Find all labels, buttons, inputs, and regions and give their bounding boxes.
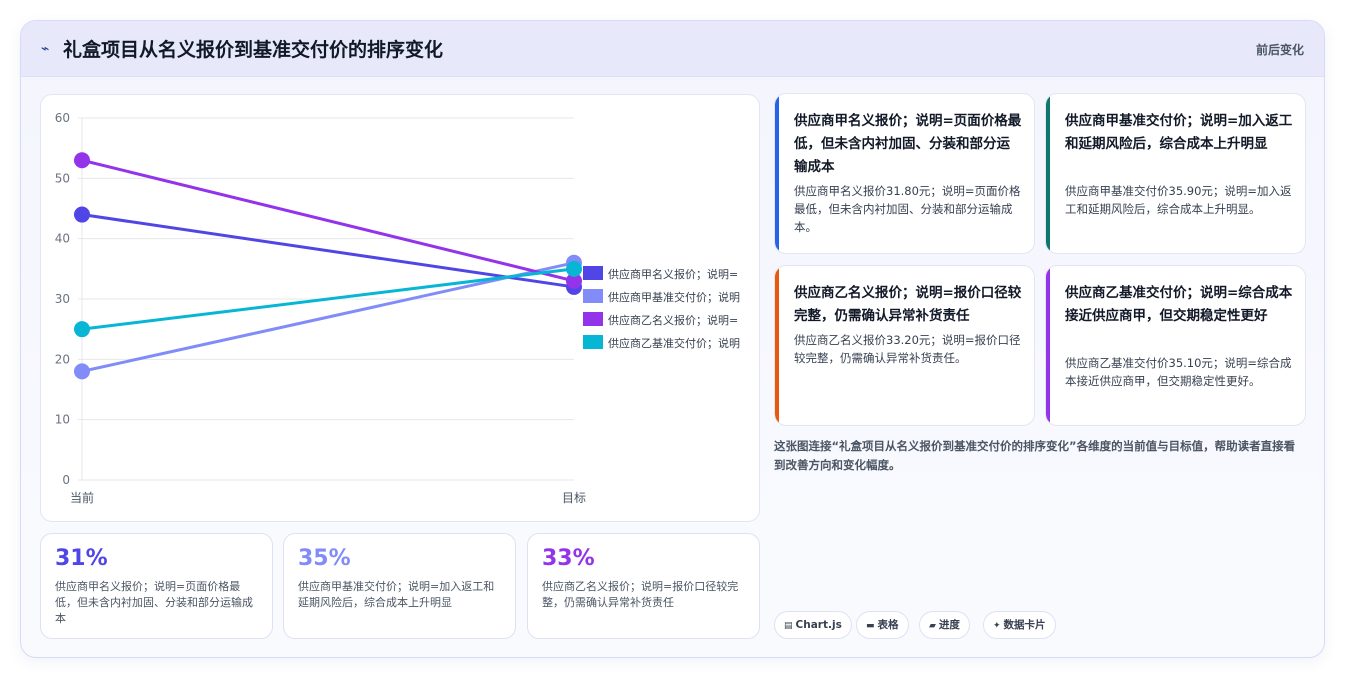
y-tick-label: 30 (55, 292, 70, 306)
sparkle-icon: ✦ (993, 621, 1001, 631)
note-title: 供应商甲基准交付价；说明=加入返工和延期风险后，综合成本上升明显 (1065, 113, 1293, 152)
series-line (81, 213, 575, 289)
note-body: 供应商甲基准交付价35.90元；说明=加入返工和延期风险后，综合成本上升明显。 (1065, 184, 1292, 216)
legend-label: 供应商甲基准交付价；说明 (608, 290, 740, 304)
chart-line-icon: ⌁ (41, 41, 50, 57)
series-line (81, 158, 575, 283)
stat-value: 35% (298, 546, 351, 571)
legend-swatch (583, 312, 603, 326)
legend-swatch (583, 335, 603, 349)
chip-label: Chart.js (795, 619, 842, 631)
header: ⌁ 礼盒项目从名义报价到基准交付价的排序变化 前后变化 (21, 21, 1324, 77)
progress-icon: ▰ (929, 621, 936, 631)
note-title: 供应商乙名义报价；说明=报价口径较完整，仍需确认异常补货责任 (794, 285, 1022, 324)
x-tick-label: 当前 (70, 490, 94, 505)
chart-icon: ▤ (784, 621, 793, 631)
chip-label: 数据卡片 (1003, 619, 1046, 631)
legend-label: 供应商乙基准交付价；说明 (608, 336, 740, 350)
note-card: 供应商甲基准交付价；说明=加入返工和延期风险后，综合成本上升明显 供应商甲基准交… (1045, 93, 1306, 254)
note-accent-bar (775, 94, 779, 253)
note-accent-bar (1046, 94, 1050, 253)
y-tick-label: 50 (55, 171, 70, 185)
note-accent-bar (775, 266, 779, 425)
line-chart: 0 10 20 30 40 50 60 当前 目标 供应商甲名义报价；说明= 供应商甲基准交付价；说… (55, 111, 740, 505)
chip-label: 表格 (877, 619, 899, 631)
chart-caption: 这张图连接“礼盒项目从名义报价到基准交付价的排序变化”各维度的当前值与目标值，帮… (774, 439, 1296, 472)
y-tick-label: 10 (55, 413, 70, 427)
stat-desc: 供应商甲基准交付价；说明=加入返工和延期风险后，综合成本上升明显 (298, 580, 495, 609)
chip-progress[interactable]: ▰ 进度 (919, 611, 970, 639)
note-body: 供应商甲名义报价31.80元；说明=页面价格最低，但未含内衬加固、分装和部分运输… (794, 184, 1021, 234)
stat-card: 35% 供应商甲基准交付价；说明=加入返工和延期风险后，综合成本上升明显 (283, 533, 516, 639)
stat-card: 33% 供应商乙名义报价；说明=报价口径较完整，仍需确认异常补货责任 (527, 533, 760, 639)
legend-label: 供应商甲名义报价；说明= (608, 267, 738, 281)
chip-data-cards[interactable]: ✦ 数据卡片 (983, 611, 1056, 639)
note-accent-bar (1046, 266, 1050, 425)
line-chart-card: 0 10 20 30 40 50 60 当前 目标 供应商甲名义报价；说明= 供应商甲基准交付价；说… (40, 94, 760, 522)
chip-label: 进度 (938, 619, 960, 631)
note-body: 供应商乙名义报价33.20元；说明=报价口径较完整，仍需确认异常补货责任。 (794, 333, 1021, 365)
series-line (81, 267, 575, 331)
y-tick-label: 20 (55, 352, 70, 366)
y-tick-label: 0 (62, 473, 70, 487)
note-card: 供应商甲名义报价；说明=页面价格最低，但未含内衬加固、分装和部分运输成本 供应商… (774, 93, 1035, 254)
stat-card: 31% 供应商甲名义报价；说明=页面价格最低，但未含内衬加固、分装和部分运输成本 (40, 533, 273, 639)
legend-swatch (583, 289, 603, 303)
note-card: 供应商乙基准交付价；说明=综合成本接近供应商甲，但交期稳定性更好 供应商乙基准交… (1045, 265, 1306, 426)
stat-value: 31% (55, 546, 108, 571)
legend-swatch (583, 266, 603, 280)
data-point (74, 152, 90, 169)
stat-desc: 供应商甲名义报价；说明=页面价格最低，但未含内衬加固、分装和部分运输成本 (55, 580, 253, 625)
note-title: 供应商甲名义报价；说明=页面价格最低，但未含内衬加固、分装和部分运输成本 (794, 113, 1022, 175)
chip-chartjs[interactable]: ▤ Chart.js (774, 611, 852, 639)
note-body: 供应商乙基准交付价35.10元；说明=综合成本接近供应商甲，但交期稳定性更好。 (1065, 356, 1292, 388)
y-tick-label: 60 (55, 111, 70, 125)
x-tick-label: 目标 (562, 491, 586, 505)
chip-table[interactable]: ▬ 表格 (856, 611, 909, 639)
table-icon: ▬ (866, 621, 875, 631)
data-point (74, 321, 90, 338)
note-card: 供应商乙名义报价；说明=报价口径较完整，仍需确认异常补货责任 供应商乙名义报价3… (774, 265, 1035, 426)
data-point (74, 363, 90, 380)
data-point (566, 272, 582, 289)
data-point (74, 206, 90, 223)
note-title: 供应商乙基准交付价；说明=综合成本接近供应商甲，但交期稳定性更好 (1065, 285, 1293, 324)
y-tick-label: 40 (55, 232, 70, 246)
header-right-label: 前后变化 (1255, 43, 1304, 57)
series-line (81, 261, 575, 373)
dashboard-frame: ⌁ 礼盒项目从名义报价到基准交付价的排序变化 前后变化 0 10 20 30 40 50 6… (20, 20, 1325, 658)
stat-value: 33% (542, 546, 595, 571)
page-title: 礼盒项目从名义报价到基准交付价的排序变化 (63, 39, 444, 61)
data-point (566, 260, 582, 277)
stat-desc: 供应商乙名义报价；说明=报价口径较完整，仍需确认异常补货责任 (542, 580, 739, 609)
legend-label: 供应商乙名义报价；说明= (608, 313, 738, 327)
